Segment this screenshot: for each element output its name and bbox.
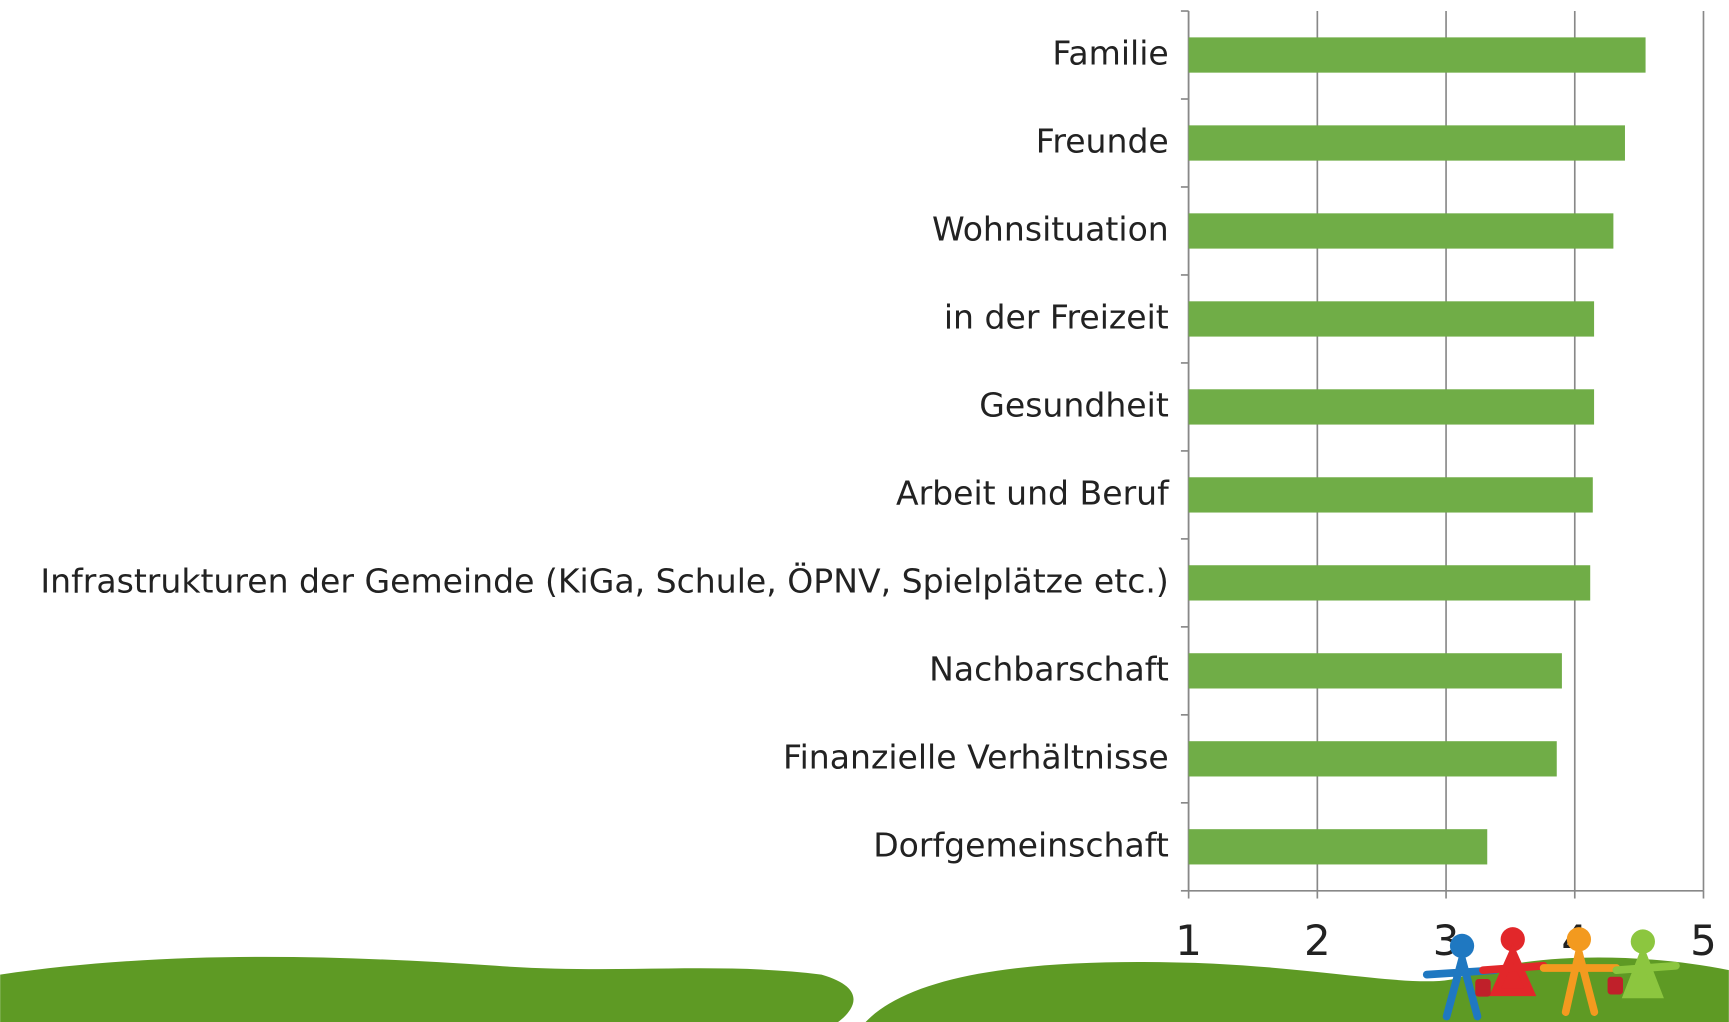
- bar: [1189, 565, 1591, 600]
- y-tick-label: Infrastrukturen der Gemeinde (KiGa, Schu…: [40, 560, 1168, 600]
- footer-decoration: [0, 927, 1729, 1022]
- bar: [1189, 829, 1488, 864]
- y-tick-label: Dorfgemeinschaft: [873, 825, 1169, 864]
- y-tick-label: Familie: [1052, 34, 1168, 73]
- x-tick-label: 2: [1304, 916, 1331, 965]
- bar: [1189, 213, 1614, 248]
- bar: [1189, 301, 1594, 336]
- y-tick-label: Gesundheit: [979, 385, 1169, 424]
- x-tick-label: 5: [1690, 916, 1717, 965]
- bar: [1189, 125, 1625, 160]
- hill: [0, 957, 853, 1022]
- y-tick-label: Nachbarschaft: [929, 649, 1169, 688]
- chart: 12345FamilieFreundeWohnsituationin der F…: [0, 0, 1729, 1022]
- y-tick-label: Arbeit und Beruf: [896, 473, 1170, 512]
- bar: [1189, 37, 1646, 72]
- y-tick-label: Finanzielle Verhältnisse: [783, 737, 1169, 776]
- x-tick-label: 1: [1175, 916, 1202, 965]
- plot-area: 12345FamilieFreundeWohnsituationin der F…: [40, 11, 1716, 965]
- y-tick-label: Freunde: [1036, 121, 1169, 160]
- y-tick-label: Wohnsituation: [932, 209, 1169, 248]
- bar: [1189, 477, 1593, 512]
- bar: [1189, 389, 1594, 424]
- y-tick-label: in der Freizeit: [944, 297, 1169, 336]
- bar: [1189, 653, 1562, 688]
- bar: [1189, 741, 1557, 776]
- page: {"chart_data": {"type": "bar", "orientat…: [0, 0, 1729, 1022]
